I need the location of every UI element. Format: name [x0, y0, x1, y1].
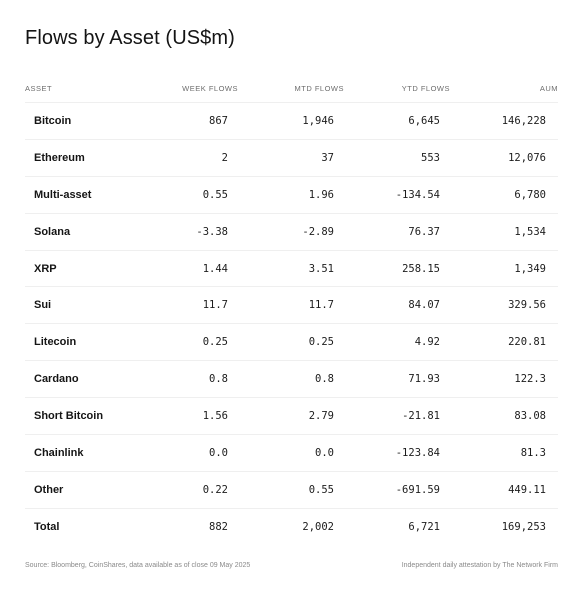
asset-name-cell: XRP: [34, 262, 57, 275]
column-header-week-flows: WEEK FLOWS: [182, 84, 238, 93]
aum-cell: 329.56: [508, 299, 546, 312]
mtd-flows-cell: 2,002: [302, 520, 334, 533]
asset-name-cell: Ethereum: [34, 151, 85, 164]
week-flows-cell: 0.22: [202, 483, 228, 496]
table-body: Bitcoin 867 1,946 6,645 146,228 Ethereum 2 37 55…: [25, 102, 558, 545]
column-header-mtd-flows: MTD FLOWS: [294, 84, 344, 93]
aum-cell: 122.3: [514, 373, 546, 386]
ytd-flows-cell: 258.15: [402, 262, 440, 275]
source-note: Source: Bloomberg, CoinShares, data avai…: [25, 562, 251, 569]
ytd-flows-cell: -134.54: [395, 188, 440, 201]
asset-name-cell: Multi-asset: [34, 188, 92, 201]
mtd-flows-cell: 0.25: [308, 336, 334, 349]
table-title: Flows by Asset (US$m): [25, 27, 235, 49]
mtd-flows-cell: -2.89: [302, 225, 334, 238]
table-row: XRP 1.44 3.51 258.15 1,349: [25, 249, 558, 287]
asset-name-cell: Cardano: [34, 373, 79, 386]
aum-cell: 146,228: [501, 115, 546, 127]
table-row: Chainlink 0.0 0.0 -123.84 81.3: [25, 434, 558, 471]
ytd-flows-cell: 6,645: [408, 115, 440, 127]
week-flows-cell: 11.7: [202, 299, 228, 312]
ytd-flows-cell: 553: [421, 151, 440, 164]
aum-cell: 1,534: [514, 225, 546, 238]
week-flows-cell: 0.55: [202, 188, 228, 201]
week-flows-cell: 1.44: [202, 262, 228, 275]
asset-name-cell: Litecoin: [34, 336, 77, 349]
ytd-flows-cell: 76.37: [408, 225, 440, 238]
aum-cell: 449.11: [508, 483, 546, 496]
ytd-flows-cell: 71.93: [408, 373, 440, 386]
table-total-row: Total 882 2,002 6,721 169,253: [25, 507, 558, 545]
mtd-flows-cell: 1.96: [308, 188, 334, 201]
table-row: Litecoin 0.25 0.25 4.92 220.81: [25, 323, 558, 360]
mtd-flows-cell: 1,946: [302, 115, 334, 127]
table-row: Other 0.22 0.55 -691.59 449.11: [25, 470, 558, 508]
mtd-flows-cell: 0.0: [315, 447, 334, 460]
table-row: Sui 11.7 11.7 84.07 329.56: [25, 286, 558, 323]
asset-name-cell: Short Bitcoin: [34, 410, 104, 423]
asset-name-cell: Solana: [34, 225, 71, 238]
table-row: Multi-asset 0.55 1.96 -134.54 6,780: [25, 175, 558, 213]
mtd-flows-cell: 11.7: [308, 299, 334, 312]
week-flows-cell: 0.25: [202, 336, 228, 349]
mtd-flows-cell: 3.51: [308, 262, 334, 275]
asset-name-cell: Sui: [34, 299, 52, 312]
aum-cell: 169,253: [501, 520, 546, 533]
table-header-row: ASSET WEEK FLOWS MTD FLOWS YTD FLOWS AUM: [25, 78, 558, 102]
mtd-flows-cell: 37: [321, 151, 334, 164]
asset-name-cell: Total: [34, 520, 60, 533]
asset-name-cell: Other: [34, 483, 64, 496]
aum-cell: 220.81: [508, 336, 546, 349]
ytd-flows-cell: -21.81: [402, 410, 440, 423]
ytd-flows-cell: -123.84: [395, 447, 440, 460]
ytd-flows-cell: -691.59: [395, 483, 440, 496]
aum-cell: 12,076: [508, 151, 546, 164]
week-flows-cell: 1.56: [202, 410, 228, 423]
attestation-note: Independent daily attestation by The Net…: [401, 562, 558, 569]
asset-name-cell: Chainlink: [34, 447, 84, 460]
asset-name-cell: Bitcoin: [34, 115, 72, 127]
week-flows-cell: 867: [209, 115, 228, 127]
week-flows-cell: 0.8: [209, 373, 228, 386]
mtd-flows-cell: 2.79: [308, 410, 334, 423]
week-flows-cell: 882: [209, 520, 228, 533]
ytd-flows-cell: 6,721: [408, 520, 440, 533]
aum-cell: 1,349: [514, 262, 546, 275]
table-row: Solana -3.38 -2.89 76.37 1,534: [25, 212, 558, 250]
aum-cell: 81.3: [520, 447, 546, 460]
flows-table: ASSET WEEK FLOWS MTD FLOWS YTD FLOWS AUM Bit…: [25, 78, 558, 545]
aum-cell: 83.08: [514, 410, 546, 423]
table-row: Ethereum 2 37 553 12,076: [25, 138, 558, 176]
column-header-aum: AUM: [539, 84, 558, 93]
ytd-flows-cell: 4.92: [414, 336, 440, 349]
table-row: Bitcoin 867 1,946 6,645 146,228: [25, 102, 558, 139]
week-flows-cell: 2: [221, 151, 228, 164]
week-flows-cell: 0.0: [209, 447, 228, 460]
week-flows-cell: -3.38: [196, 225, 228, 238]
column-header-asset: ASSET: [25, 84, 53, 93]
table-row: Cardano 0.8 0.8 71.93 122.3: [25, 360, 558, 397]
column-header-ytd-flows: YTD FLOWS: [401, 84, 450, 93]
mtd-flows-cell: 0.8: [315, 373, 334, 386]
mtd-flows-cell: 0.55: [308, 483, 334, 496]
ytd-flows-cell: 84.07: [408, 299, 440, 312]
table-row: Short Bitcoin 1.56 2.79 -21.81 83.08: [25, 397, 558, 434]
aum-cell: 6,780: [514, 188, 546, 201]
